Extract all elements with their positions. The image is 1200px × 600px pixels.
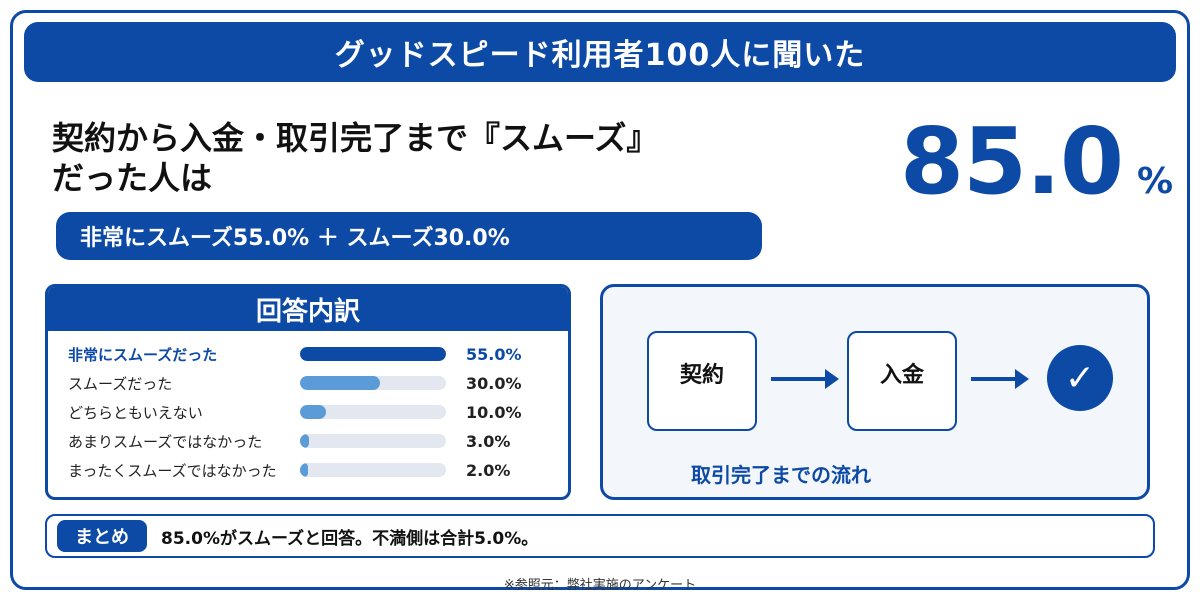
summary-text: 85.0%がスムーズと回答。不満側は合計5.0%。 <box>161 528 539 549</box>
breakdown-bar-fill <box>300 463 308 477</box>
headline: 契約から入金・取引完了まで『スムーズ』 だった人は <box>52 118 772 198</box>
breakdown-bar-track <box>300 405 446 419</box>
breakdown-row-label: あまりスムーズではなかった <box>68 432 263 451</box>
headline-line-1: 契約から入金・取引完了まで『スムーズ』 <box>52 119 659 157</box>
breakdown-title: 回答内訳 <box>48 287 568 331</box>
breakdown-row-label: 非常にスムーズだった <box>68 345 218 364</box>
result-percentage: 85.0 % <box>900 108 1173 222</box>
breakdown-bar-track <box>300 347 446 361</box>
footnote: ※参照元：弊社実施のアンケート <box>503 578 697 593</box>
breakdown-bar-track <box>300 434 446 448</box>
breakdown-row-label: まったくスムーズではなかった <box>68 461 277 480</box>
breakdown-row-value: 55.0% <box>466 344 522 364</box>
breakdown-bar-fill <box>300 405 326 419</box>
breakdown-row-label: どちらともいえない <box>68 403 203 422</box>
flow-caption: 取引完了までの流れ <box>691 463 871 487</box>
arrow-right-icon <box>771 369 839 389</box>
breakdown-bar-track <box>300 463 446 477</box>
breakdown-bar-fill <box>300 347 446 361</box>
flow-panel: 契約 入金 ✓ 取引完了までの流れ <box>600 284 1150 500</box>
headline-line-2: だった人は <box>52 159 213 197</box>
flow-step-contract-label: 契約 <box>679 363 724 388</box>
result-unit: % <box>1137 161 1174 202</box>
result-value: 85.0 <box>900 108 1124 215</box>
breakdown-row-value: 2.0% <box>466 460 511 480</box>
breakdown-row-label: スムーズだった <box>68 374 173 393</box>
breakdown-row-value: 3.0% <box>466 431 511 451</box>
breakdown-bar-fill <box>300 434 309 448</box>
flow-step-payment-label: 入金 <box>879 363 924 388</box>
check-icon: ✓ <box>1047 345 1113 411</box>
breakdown-row: あまりスムーズではなかった 3.0% <box>48 428 568 454</box>
breakdown-row: まったくスムーズではなかった 2.0% <box>48 457 568 483</box>
flow-step-payment: 入金 <box>847 331 957 431</box>
banner-title: グッドスピード利用者100人に聞いた <box>24 22 1176 82</box>
sub-breakdown-pill: 非常にスムーズ55.0% ＋ スムーズ30.0% <box>56 212 762 260</box>
breakdown-row: 非常にスムーズだった 55.0% <box>48 341 568 367</box>
flow-step-contract: 契約 <box>647 331 757 431</box>
breakdown-row-value: 10.0% <box>466 402 522 422</box>
breakdown-row-value: 30.0% <box>466 373 522 393</box>
breakdown-row: どちらともいえない 10.0% <box>48 399 568 425</box>
breakdown-panel: 回答内訳 非常にスムーズだった 55.0% スムーズだった 30.0% どちらともいえな… <box>45 284 571 500</box>
summary-bar: まとめ 85.0%がスムーズと回答。不満側は合計5.0%。 <box>45 514 1155 558</box>
summary-tag: まとめ <box>57 520 147 552</box>
breakdown-bar-fill <box>300 376 380 390</box>
arrow-right-icon <box>971 369 1029 389</box>
breakdown-row: スムーズだった 30.0% <box>48 370 568 396</box>
breakdown-bar-track <box>300 376 446 390</box>
